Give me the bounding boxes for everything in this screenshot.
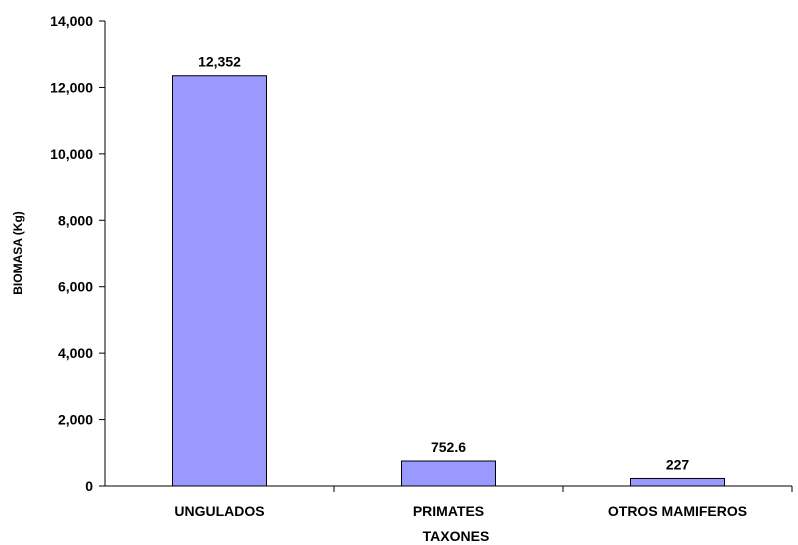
data-labels: 12,352 752.6 227 (198, 54, 689, 473)
y-tick-label: 2,000 (58, 412, 93, 428)
x-tick-label: UNGULADOS (174, 503, 264, 519)
x-axis-ticks: UNGULADOS PRIMATES OTROS MAMIFEROS (174, 486, 793, 519)
bar-primates (401, 460, 496, 487)
x-axis-title: TAXONES (423, 528, 490, 544)
y-tick-label: 8,000 (58, 212, 93, 228)
y-axis-ticks: 0 2,000 4,000 6,000 8,000 10,000 12,000 14,000 (50, 13, 105, 494)
y-tick-label: 14,000 (50, 13, 93, 29)
y-tick-label: 12,000 (50, 79, 93, 95)
bar-value-label: 227 (666, 456, 690, 472)
bar-ungulados (172, 75, 267, 487)
y-tick-label: 0 (85, 478, 93, 494)
bar-value-label: 752.6 (431, 439, 466, 455)
x-tick-label: PRIMATES (413, 503, 484, 519)
x-tick-label: OTROS MAMIFEROS (608, 503, 747, 519)
y-tick-label: 4,000 (58, 345, 93, 361)
bar-value-label: 12,352 (198, 54, 241, 70)
y-tick-label: 6,000 (58, 279, 93, 295)
bars (172, 75, 725, 487)
y-axis-title: BIOMASA (Kg) (11, 211, 25, 295)
y-tick-label: 10,000 (50, 146, 93, 162)
bar-otros-mamiferos (630, 477, 725, 487)
